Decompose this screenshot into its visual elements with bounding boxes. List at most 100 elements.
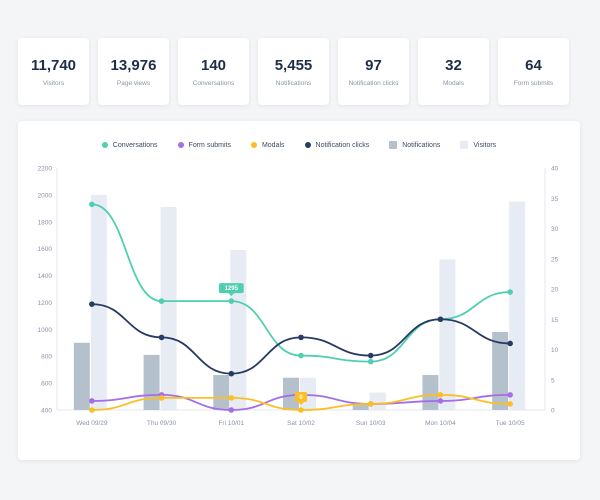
bar-notifications bbox=[143, 354, 160, 410]
legend-marker bbox=[389, 141, 398, 149]
y-right-tick-label: 25 bbox=[551, 256, 559, 263]
x-tick-label: Tue 10/05 bbox=[496, 420, 525, 427]
point-notification-clicks bbox=[89, 301, 95, 307]
y-left-tick-label: 800 bbox=[41, 354, 52, 361]
bar-visitors bbox=[439, 259, 456, 410]
legend-label: Form submits bbox=[188, 141, 231, 149]
point-conversations bbox=[89, 201, 95, 208]
bar-notifications bbox=[283, 377, 299, 410]
legend-item-conversations[interactable]: Conversations bbox=[101, 141, 158, 149]
stat-label: Notification clicks bbox=[348, 79, 399, 87]
stat-card-conversations[interactable]: 140 Conversations bbox=[178, 38, 249, 105]
y-left-tick-label: 1800 bbox=[38, 219, 53, 226]
y-right-tick-label: 15 bbox=[551, 317, 559, 324]
y-right-tick-label: 5 bbox=[551, 377, 555, 384]
legend-item-notifications[interactable]: Notifications bbox=[389, 141, 440, 149]
legend-label: Notifications bbox=[402, 141, 441, 149]
chart-canvas: 2200200018001600140012001000800600400403… bbox=[38, 166, 559, 428]
legend-label: Visitors bbox=[473, 141, 497, 149]
x-tick-label: Sun 10/03 bbox=[356, 420, 386, 427]
point-modals bbox=[437, 392, 444, 398]
stat-card-page-views[interactable]: 13,976 Page views bbox=[98, 38, 169, 105]
point-modals bbox=[367, 401, 374, 407]
point-conversations bbox=[367, 358, 374, 365]
stat-card-notification-clicks[interactable]: 97 Notification clicks bbox=[338, 38, 409, 105]
y-left-tick-label: 1000 bbox=[38, 327, 53, 334]
value-badge bbox=[294, 392, 308, 402]
legend-marker bbox=[101, 142, 108, 148]
stat-value: 5,455 bbox=[274, 56, 313, 74]
stat-label: Form submits bbox=[513, 79, 554, 87]
point-conversations bbox=[228, 298, 235, 304]
bar-visitors bbox=[509, 201, 526, 410]
legend-item-notification-clicks[interactable]: Notification clicks bbox=[304, 141, 370, 149]
point-notification-clicks bbox=[437, 316, 444, 323]
y-right-tick-label: 0 bbox=[551, 408, 555, 415]
bar-notifications bbox=[213, 375, 230, 410]
bar-notifications bbox=[73, 342, 90, 410]
bar-notifications bbox=[352, 403, 369, 410]
stat-label: Page views bbox=[116, 79, 151, 87]
point-modals bbox=[228, 395, 235, 401]
legend-item-form-submits[interactable]: Form submits bbox=[177, 141, 231, 149]
point-conversations bbox=[507, 289, 513, 295]
bar-visitors bbox=[369, 392, 386, 410]
point-form-submits bbox=[89, 398, 95, 404]
stat-card-form-submits[interactable]: 64 Form submits bbox=[498, 38, 569, 105]
bar-notifications bbox=[492, 332, 509, 410]
chart-legend: Conversations Form submits Modals Notifi… bbox=[18, 141, 580, 149]
value-badge bbox=[218, 283, 244, 294]
y-right-tick-label: 10 bbox=[551, 347, 559, 354]
point-notification-clicks bbox=[367, 352, 374, 359]
stat-label: Visitors bbox=[42, 79, 65, 87]
point-conversations bbox=[158, 298, 165, 304]
value-badge-label: 0 bbox=[299, 395, 303, 401]
bar-notifications bbox=[422, 375, 439, 410]
point-conversations bbox=[298, 352, 304, 359]
y-left-tick-label: 1200 bbox=[38, 300, 53, 307]
x-tick-label: Fri 10/01 bbox=[218, 420, 244, 427]
point-notification-clicks bbox=[507, 340, 513, 347]
point-notification-clicks bbox=[158, 334, 165, 341]
value-badge-pointer bbox=[228, 293, 235, 297]
stat-value: 32 bbox=[445, 56, 462, 74]
point-modals bbox=[158, 395, 165, 401]
bar-visitors bbox=[160, 206, 177, 410]
point-modals bbox=[507, 401, 513, 407]
bar-visitors bbox=[230, 250, 247, 410]
point-form-submits bbox=[437, 398, 444, 404]
y-right-tick-label: 30 bbox=[551, 226, 559, 233]
bar-visitors bbox=[90, 194, 107, 410]
stat-card-modals[interactable]: 32 Modals bbox=[418, 38, 489, 105]
legend-label: Conversations bbox=[112, 141, 158, 149]
stat-card-visitors[interactable]: 11,740 Visitors bbox=[18, 38, 89, 105]
y-left-tick-label: 600 bbox=[41, 381, 52, 388]
stat-value: 11,740 bbox=[30, 56, 77, 74]
legend-marker bbox=[250, 142, 257, 148]
legend-marker bbox=[304, 142, 311, 148]
stats-row: 11,740 Visitors 13,976 Page views 140 Co… bbox=[18, 38, 569, 105]
point-form-submits bbox=[507, 392, 513, 398]
chart-card: 2200 2000 1800 1600 1400 1200 1000 800 600 400 40 3… bbox=[18, 121, 580, 460]
stat-value: 64 bbox=[525, 56, 542, 74]
x-tick-label: Wed 09/29 bbox=[76, 420, 108, 427]
y-right-tick-label: 20 bbox=[551, 287, 559, 294]
stat-label: Notifications bbox=[275, 79, 312, 87]
y-right-tick-label: 40 bbox=[551, 166, 559, 173]
y-right-tick-label: 35 bbox=[551, 196, 559, 203]
stat-label: Conversations bbox=[192, 79, 235, 87]
stat-value: 97 bbox=[365, 56, 382, 74]
stat-value: 140 bbox=[200, 56, 227, 74]
legend-item-modals[interactable]: Modals bbox=[250, 141, 285, 149]
legend-item-visitors[interactable]: Visitors bbox=[460, 141, 496, 149]
x-tick-label: Sat 10/02 bbox=[287, 420, 315, 427]
point-modals bbox=[89, 407, 95, 413]
y-left-tick-label: 1400 bbox=[38, 273, 53, 280]
stat-card-notifications[interactable]: 5,455 Notifications bbox=[258, 38, 329, 105]
value-badge-pointer bbox=[298, 402, 304, 405]
y-left-tick-label: 2000 bbox=[38, 192, 53, 199]
point-notification-clicks bbox=[228, 370, 235, 377]
x-tick-label: Thu 09/30 bbox=[147, 420, 177, 427]
legend-marker bbox=[177, 142, 184, 148]
legend-label: Notification clicks bbox=[315, 141, 370, 149]
